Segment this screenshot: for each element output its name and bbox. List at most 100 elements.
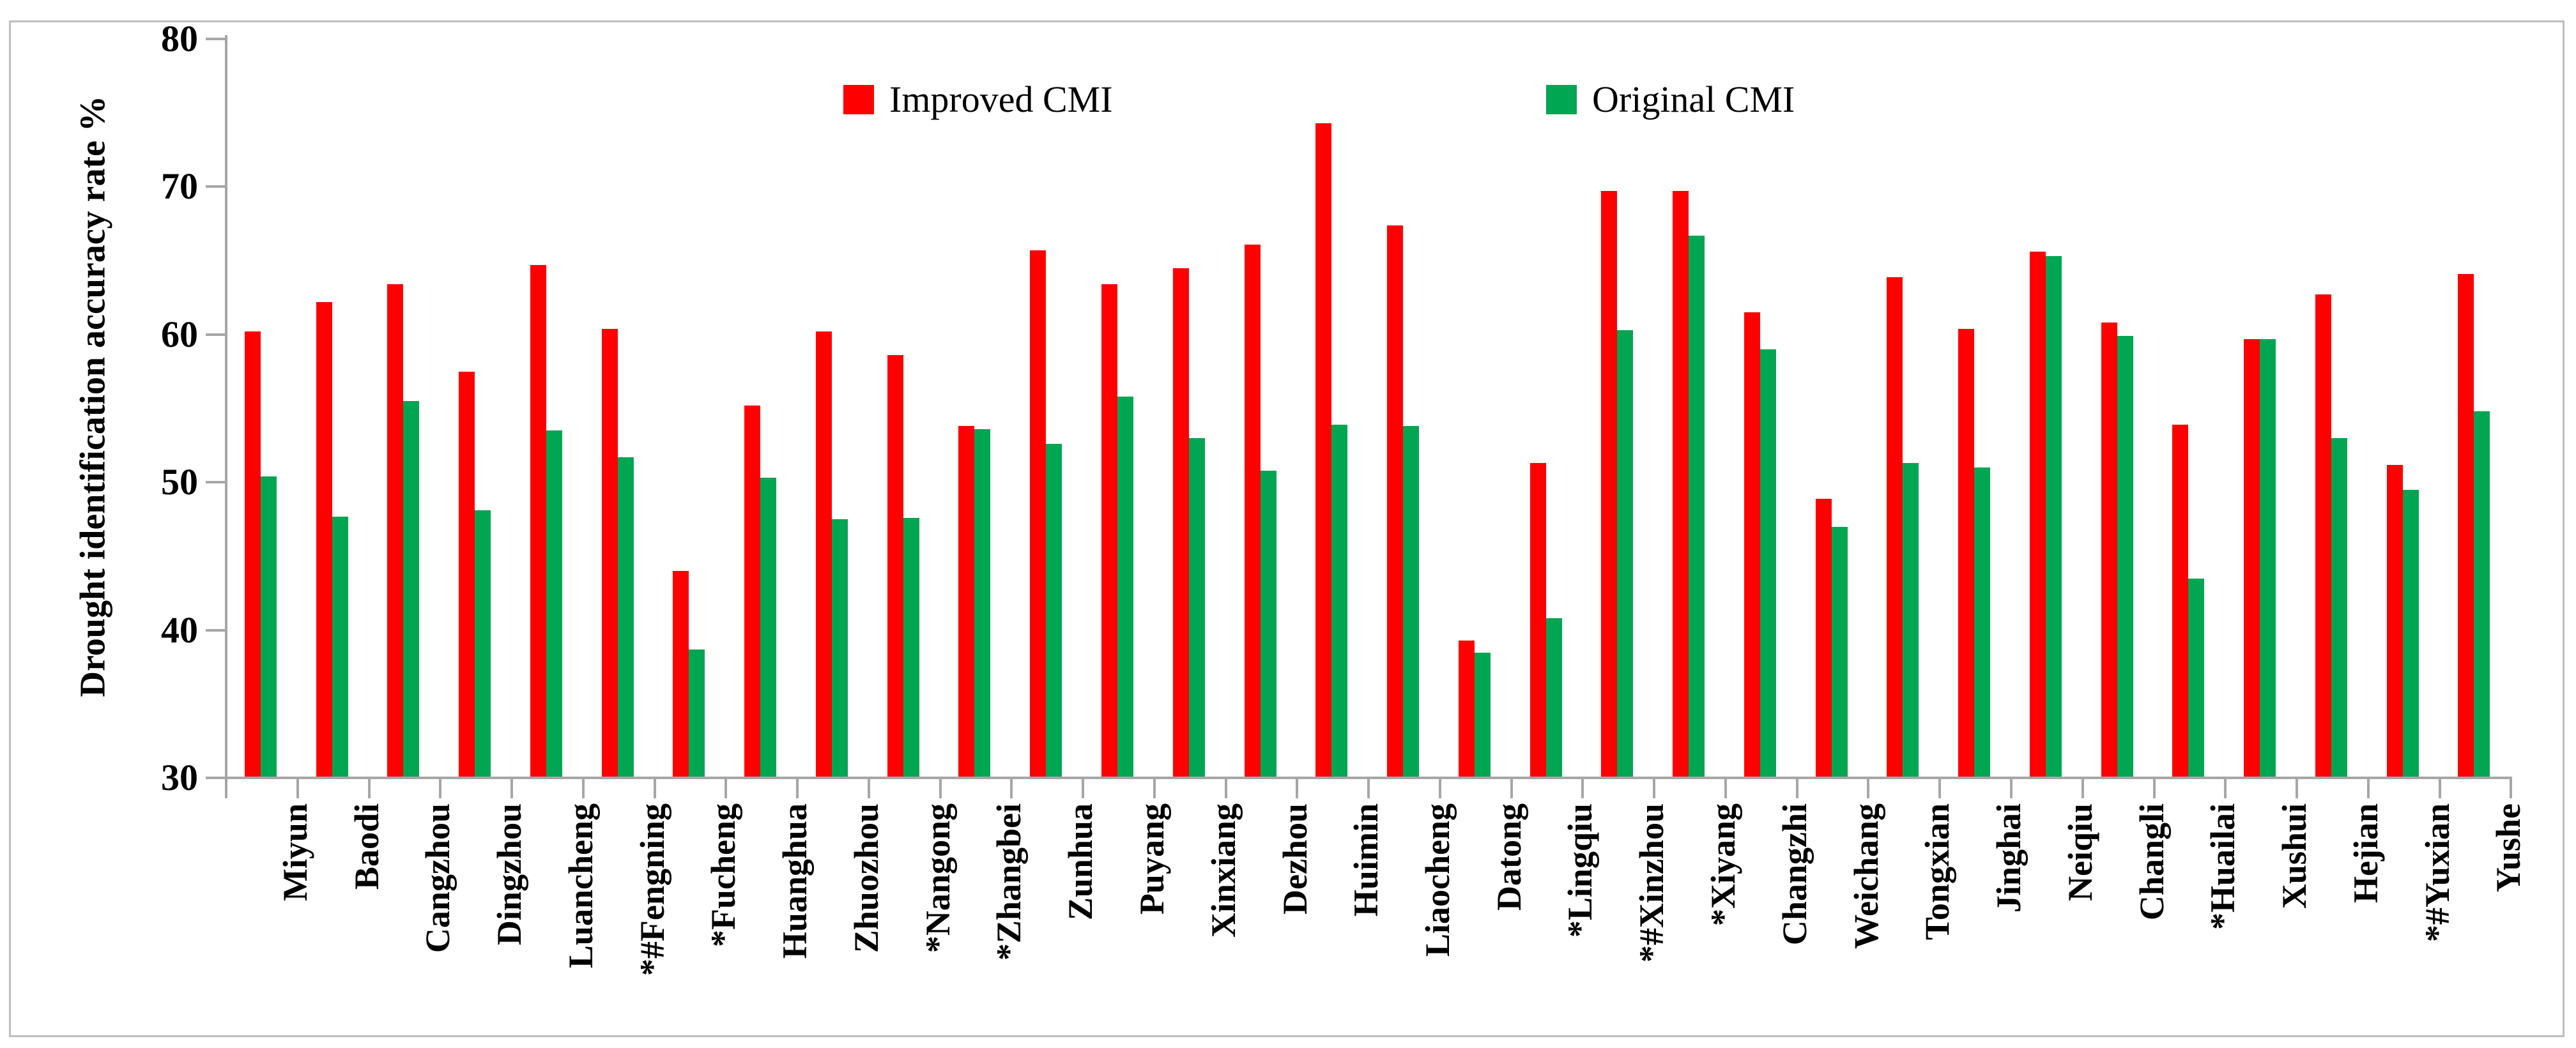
y-tick-label-70: 70: [161, 165, 198, 207]
x-tick-27: [2152, 777, 2156, 798]
x-tick-30: [2366, 777, 2370, 798]
bar-improved-cmi-Xinxiang: [1172, 268, 1189, 777]
bar-original-cmi-*Huailai: [2188, 578, 2205, 777]
legend-swatch-improved-cmi: [843, 85, 874, 114]
x-label-*Huailai: *Huailai: [2204, 803, 2242, 930]
x-tick-14: [1224, 777, 1227, 798]
y-tick-label-30: 30: [161, 757, 198, 798]
figure-border: [9, 20, 2564, 1037]
x-tick-6: [653, 777, 656, 798]
x-label-*#Fengning: *#Fengning: [632, 803, 671, 976]
x-label-*#Yuxian: *#Yuxian: [2418, 803, 2457, 943]
bar-original-cmi-Zunhua: [1046, 444, 1062, 777]
x-label-*Zhangbei: *Zhangbei: [990, 803, 1029, 961]
x-tick-2: [367, 777, 371, 798]
x-label-*Nangong: *Nangong: [918, 803, 957, 953]
bar-improved-cmi-*#Yuxian: [2386, 464, 2403, 777]
y-axis-title: Drought identification accuracy rate %: [73, 96, 112, 697]
bar-improved-cmi-Datong: [1458, 641, 1475, 777]
x-tick-4: [510, 777, 514, 798]
x-label-Jinghai: Jinghai: [1989, 803, 2028, 913]
bar-improved-cmi-Zunhua: [1030, 250, 1046, 777]
bar-original-cmi-Neiqiu: [2045, 256, 2062, 777]
x-tick-18: [1510, 777, 1513, 798]
x-tick-24: [1938, 777, 1942, 798]
bar-original-cmi-Miyun: [260, 476, 277, 777]
bar-improved-cmi-Huanghua: [744, 405, 761, 777]
x-label-Zhuozhou: Zhuozhou: [847, 803, 885, 953]
bar-improved-cmi-Changli: [2101, 323, 2117, 777]
x-label-Zunhua: Zunhua: [1061, 803, 1100, 921]
x-label-Cangzhou: Cangzhou: [418, 803, 457, 953]
y-tick-40: [206, 628, 225, 632]
bar-original-cmi-*Lingqiu: [1545, 618, 1562, 777]
bar-improved-cmi-Huimin: [1315, 123, 1332, 777]
y-tick-label-50: 50: [161, 461, 198, 503]
x-label-Xushui: Xushui: [2275, 803, 2314, 909]
y-tick-60: [206, 333, 225, 336]
bar-original-cmi-Baodi: [332, 516, 348, 777]
x-label-Weichang: Weichang: [1846, 803, 1885, 950]
x-tick-25: [2010, 777, 2012, 798]
x-label-Miyun: Miyun: [275, 803, 314, 902]
bar-improved-cmi-*Huailai: [2172, 425, 2189, 777]
bar-original-cmi-*Nangong: [903, 517, 919, 777]
bar-original-cmi-Huimin: [1331, 425, 1348, 777]
bar-original-cmi-Xinxiang: [1188, 437, 1205, 777]
x-tick-17: [1438, 777, 1441, 798]
x-tick-11: [1010, 777, 1013, 798]
bar-original-cmi-*Fucheng: [689, 649, 705, 777]
x-tick-1: [296, 777, 299, 798]
x-tick-8: [796, 777, 799, 798]
bar-original-cmi-Hejian: [2331, 437, 2347, 777]
y-tick-label-60: 60: [161, 313, 198, 355]
bar-improved-cmi-Jinghai: [1958, 328, 1975, 777]
bar-original-cmi-Huanghua: [760, 478, 777, 777]
bar-original-cmi-*#Fengning: [617, 457, 634, 777]
bar-original-cmi-Tongxian: [1903, 463, 1919, 777]
bar-improved-cmi-Xushui: [2244, 338, 2260, 777]
x-label-Liaocheng: Liaocheng: [1418, 803, 1457, 957]
x-tick-5: [581, 777, 585, 798]
x-label-Changli: Changli: [2132, 803, 2171, 921]
x-label-*Xiyang: *Xiyang: [1704, 803, 1743, 927]
x-tick-16: [1367, 777, 1370, 798]
x-label-*Fucheng: *Fucheng: [704, 803, 743, 948]
legend-label-improved-cmi: Improved CMI: [889, 79, 1113, 120]
x-label-Xinxiang: Xinxiang: [1204, 803, 1243, 938]
x-label-Hejian: Hejian: [2346, 803, 2385, 903]
x-tick-7: [724, 777, 728, 798]
bar-original-cmi-Cangzhou: [403, 400, 420, 777]
x-tick-9: [867, 777, 870, 798]
y-tick-label-80: 80: [161, 17, 198, 59]
bar-improved-cmi-Weichang: [1815, 498, 1832, 777]
x-tick-13: [1153, 777, 1156, 798]
bar-improved-cmi-Liaocheng: [1387, 225, 1404, 777]
bar-original-cmi-Puyang: [1117, 397, 1133, 777]
legend-swatch-original-cmi: [1546, 85, 1577, 114]
bar-original-cmi-Jinghai: [1974, 467, 1991, 777]
bar-original-cmi-*Xiyang: [1689, 235, 1705, 777]
x-label-Luancheng: Luancheng: [561, 803, 600, 969]
legend-label-original-cmi: Original CMI: [1592, 79, 1795, 120]
bar-original-cmi-*#Xinzhou: [1617, 330, 1634, 777]
bar-original-cmi-Luancheng: [546, 430, 562, 777]
x-tick-12: [1082, 777, 1085, 798]
bar-improved-cmi-*Nangong: [887, 355, 903, 777]
x-tick-22: [1795, 777, 1798, 798]
bar-improved-cmi-*Xiyang: [1673, 191, 1689, 777]
bar-original-cmi-Dezhou: [1260, 470, 1276, 777]
x-tick-3: [439, 777, 442, 798]
x-label-Dingzhou: Dingzhou: [490, 803, 529, 946]
y-tick-50: [206, 481, 225, 483]
x-tick-26: [2081, 777, 2084, 798]
bar-improved-cmi-*Zhangbei: [958, 426, 975, 777]
bar-improved-cmi-Luancheng: [530, 265, 546, 777]
x-label-Tongxian: Tongxian: [1918, 803, 1957, 941]
bar-improved-cmi-Miyun: [244, 331, 261, 777]
bar-original-cmi-*#Yuxian: [2402, 489, 2419, 777]
x-tick-10: [939, 777, 942, 798]
x-tick-20: [1653, 777, 1656, 798]
bar-improved-cmi-Baodi: [316, 301, 332, 777]
x-tick-31: [2438, 777, 2441, 798]
